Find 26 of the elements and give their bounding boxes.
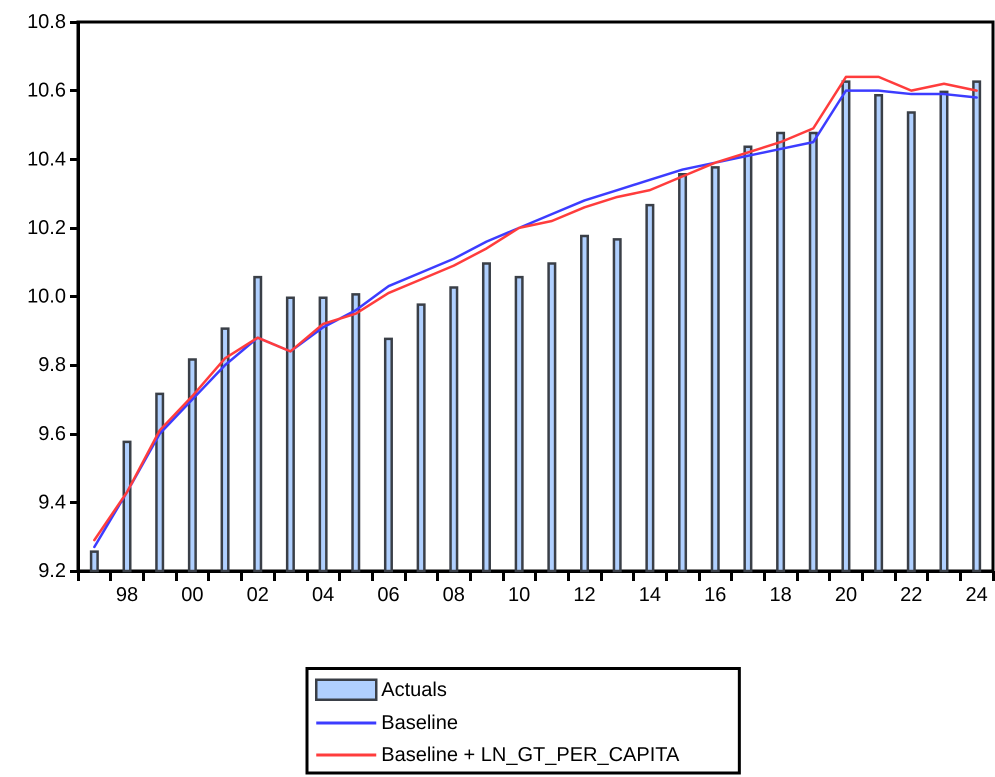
- y-tick-label: 9.4: [38, 491, 66, 514]
- y-tick-label: 10.0: [27, 286, 66, 308]
- x-tick-label: 02: [246, 584, 269, 606]
- x-tick-label: 18: [769, 584, 792, 606]
- legend-label: Actuals: [381, 678, 447, 701]
- y-tick-label: 10.6: [27, 80, 66, 102]
- x-tick-label: 14: [638, 584, 661, 606]
- y-tick-label: 10.8: [27, 11, 66, 33]
- legend-label: Baseline + LN_GT_PER_CAPITA: [381, 744, 680, 766]
- y-tick-label: 10.2: [27, 216, 66, 239]
- x-tick-label: 16: [704, 584, 726, 606]
- x-tick-label: 10: [508, 584, 530, 606]
- x-tick-label: 12: [573, 584, 596, 606]
- legend-label: Baseline: [381, 712, 458, 734]
- y-tick-label: 10.4: [27, 148, 66, 170]
- y-tick-label: 9.8: [38, 354, 66, 376]
- x-tick-label: 00: [181, 584, 204, 606]
- x-tick-label: 24: [966, 584, 988, 606]
- x-tick-label: 04: [312, 584, 334, 606]
- x-tick-label: 20: [834, 584, 858, 606]
- y-tick-label: 9.6: [38, 422, 66, 445]
- x-tick-label: 98: [116, 584, 138, 606]
- x-tick-label: 06: [377, 584, 400, 606]
- y-tick-label: 9.2: [38, 560, 66, 582]
- x-tick-label: 08: [442, 584, 465, 606]
- x-tick-label: 22: [900, 584, 922, 606]
